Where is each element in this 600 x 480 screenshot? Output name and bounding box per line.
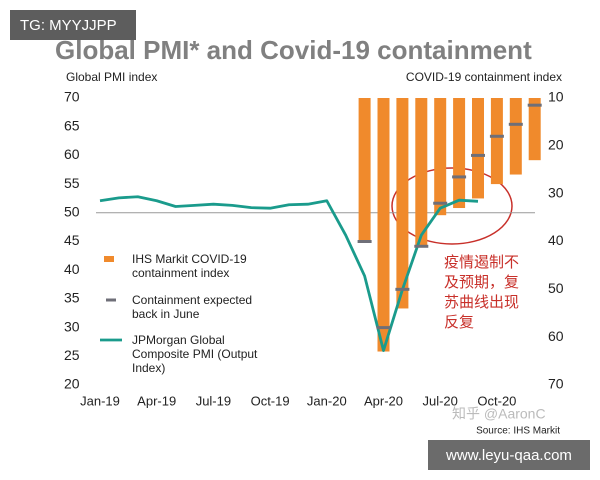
- x-tick-label: Jul-19: [196, 393, 231, 408]
- y2-tick-label: 70: [548, 376, 564, 392]
- legend-label: JPMorgan Global Composite PMI (Output In…: [132, 333, 258, 375]
- bar: [528, 98, 541, 161]
- annotation: 疫情遏制不及预期，复苏曲线出现反复: [444, 254, 520, 331]
- y-tick-label: 30: [64, 318, 80, 334]
- expected-marker: [414, 244, 429, 248]
- y2-tick-label: 30: [548, 184, 564, 200]
- bar: [509, 98, 522, 175]
- y-axis-title: Global PMI index: [66, 70, 157, 84]
- y-tick-label: 25: [64, 347, 80, 363]
- bar: [472, 98, 484, 199]
- expected-marker: [508, 122, 523, 126]
- expected-marker: [376, 326, 391, 330]
- x-tick-label: Apr-20: [364, 393, 403, 408]
- site: www.leyu-qaa.com: [445, 447, 572, 464]
- bar: [396, 98, 409, 309]
- y2-tick-label: 50: [548, 280, 564, 296]
- legend-label: IHS Markit COVID-19 containment index: [132, 252, 247, 280]
- bar: [490, 98, 503, 185]
- bar: [377, 98, 390, 352]
- y-tick-label: 70: [64, 89, 80, 105]
- y-tick-label: 40: [64, 261, 80, 277]
- bar: [453, 98, 466, 209]
- expected-marker: [527, 103, 542, 107]
- y-tick-label: 45: [64, 232, 80, 248]
- y-tick-label: 65: [64, 117, 80, 133]
- bar: [434, 98, 447, 216]
- legend-swatch: [106, 298, 116, 302]
- y-tick-label: 55: [64, 175, 80, 191]
- x-tick-label: Oct-19: [251, 393, 290, 408]
- legend-label: Containment expected back in June: [132, 293, 253, 321]
- x-tick-label: Jan-19: [80, 393, 120, 408]
- x-tick-label: Jan-20: [307, 393, 347, 408]
- highlight-ellipse: [391, 167, 513, 245]
- x-tick-label: Apr-19: [137, 393, 176, 408]
- bar: [415, 98, 428, 247]
- x-tick-label: Oct-20: [477, 393, 516, 408]
- y-tick-label: 60: [64, 146, 80, 162]
- x-tick-label: Jul-20: [422, 393, 457, 408]
- expected-marker: [357, 240, 372, 243]
- y2-tick-label: 60: [548, 328, 564, 344]
- line: [99, 195, 479, 352]
- y2-axis-title: COVID-19 containment index: [406, 70, 562, 84]
- y-tick-label: 35: [64, 290, 80, 306]
- expected-marker: [395, 287, 410, 291]
- y-tick-label: 50: [64, 204, 80, 220]
- expected-marker: [471, 153, 485, 157]
- y-tick-label: 20: [64, 376, 80, 392]
- site-box: [428, 440, 590, 470]
- watermark: TG: MYYJJPP: [20, 17, 117, 34]
- source: Source: IHS Markit: [476, 426, 560, 437]
- y2-tick-label: 10: [548, 89, 564, 105]
- legend-swatch: [104, 256, 114, 262]
- expected-marker: [489, 134, 504, 138]
- y2-tick-label: 40: [548, 232, 564, 248]
- y2-tick-label: 20: [548, 137, 564, 153]
- expected-marker: [452, 175, 467, 179]
- expected-marker: [433, 201, 448, 205]
- bar: [358, 98, 371, 242]
- watermark-box: [10, 10, 136, 40]
- credit-watermark: 知乎 @AaronC: [452, 406, 546, 422]
